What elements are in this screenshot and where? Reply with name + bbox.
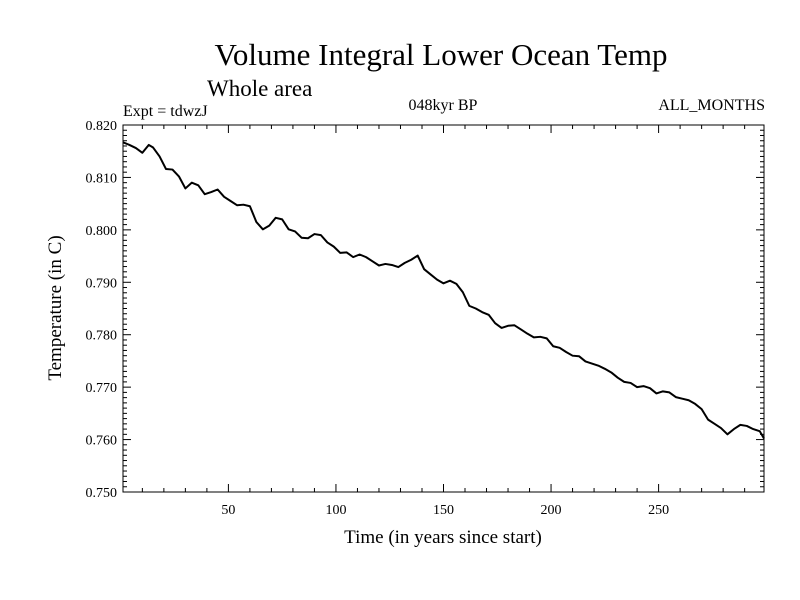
plot-frame — [122, 124, 765, 493]
x-axis-label: Time (in years since start) — [344, 527, 542, 548]
x-axis-ticks — [141, 125, 746, 492]
series-line — [122, 141, 765, 440]
x-axis-tick-labels: 50 100 150 200 250 — [221, 503, 669, 518]
y-tick-label: 0.770 — [86, 381, 118, 396]
y-tick-label: 0.780 — [86, 329, 118, 344]
y-tick-label: 0.790 — [86, 276, 118, 291]
y-tick-label: 0.760 — [86, 434, 118, 449]
y-tick-label: 0.800 — [86, 224, 118, 239]
annotation-right: ALL_MONTHS — [658, 97, 765, 114]
x-tick-label: 150 — [433, 503, 454, 518]
y-axis-tick-labels: 0.750 0.760 0.770 0.780 0.790 0.800 0.810 0.820 — [86, 119, 118, 501]
chart-subtitle: Whole area — [207, 76, 312, 101]
x-tick-label: 50 — [221, 503, 235, 518]
annotation-left: Expt = tdwzJ — [123, 103, 208, 120]
annotation-center: 048kyr BP — [409, 97, 478, 114]
y-axis-ticks — [123, 129, 764, 488]
x-tick-label: 200 — [541, 503, 562, 518]
y-tick-label: 0.820 — [86, 119, 118, 134]
y-axis-label: Temperature (in C) — [45, 235, 66, 380]
x-tick-label: 250 — [648, 503, 669, 518]
y-tick-label: 0.810 — [86, 171, 118, 186]
x-tick-label: 100 — [325, 503, 346, 518]
series-group — [122, 141, 765, 440]
y-tick-label: 0.750 — [86, 486, 118, 501]
chart-title: Volume Integral Lower Ocean Temp — [215, 37, 668, 72]
